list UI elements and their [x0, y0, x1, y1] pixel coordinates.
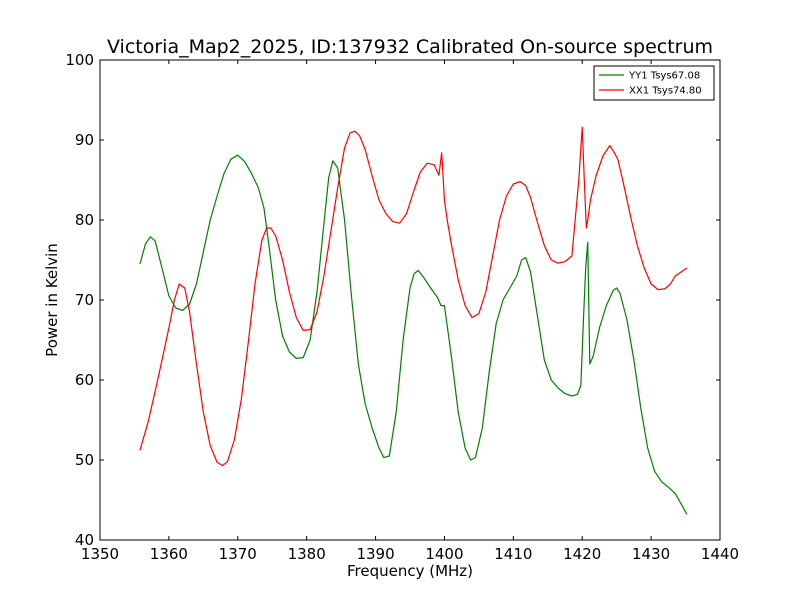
x-tick-label: 1420 [563, 545, 601, 563]
legend-label-2: XX1 Tsys74.80 [629, 86, 702, 97]
plot-area: 1350 1360 1370 1380 1390 1400 1410 1420 1430 1440… [65, 51, 739, 563]
y-tick-label: 90 [75, 131, 94, 149]
x-tick-label: 1370 [219, 545, 257, 563]
y-tick-label: 40 [75, 531, 94, 549]
x-tick-label: 1440 [701, 545, 739, 563]
ticks-layer: 1350 1360 1370 1380 1390 1400 1410 1420 1430 1440… [65, 51, 739, 563]
series-line-2 [139, 126, 688, 467]
x-tick-label: 1380 [288, 545, 326, 563]
y-tick-label: 70 [75, 291, 94, 309]
x-tick-label: 1360 [150, 545, 188, 563]
x-axis-label: Frequency (MHz) [347, 562, 473, 580]
x-tick-label: 1350 [81, 545, 119, 563]
x-tick-label: 1410 [494, 545, 532, 563]
y-tick-label: 50 [75, 451, 94, 469]
series-line-1 [139, 154, 688, 515]
legend-label-1: YY1 Tsys67.08 [628, 71, 700, 82]
y-tick-label: 100 [65, 51, 94, 69]
x-tick-label: 1430 [632, 545, 670, 563]
y-tick-label: 80 [75, 211, 94, 229]
y-axis-label: Power in Kelvin [43, 243, 61, 357]
y-tick-label: 60 [75, 371, 94, 389]
chart-title: Victoria_Map2_2025, ID:137932 Calibrated… [107, 36, 713, 58]
x-tick-label: 1390 [356, 545, 394, 563]
legend-box [593, 65, 715, 101]
legend: YY1 Tsys67.08 XX1 Tsys74.80 [593, 65, 715, 101]
series-layer [139, 126, 688, 515]
x-tick-label: 1400 [425, 545, 463, 563]
